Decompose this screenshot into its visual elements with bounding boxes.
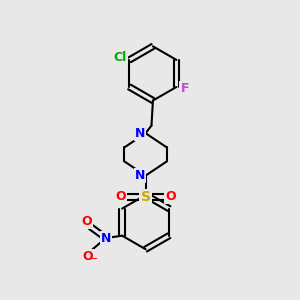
- Text: −: −: [89, 254, 98, 264]
- Text: N: N: [135, 127, 146, 140]
- Text: O: O: [82, 215, 92, 228]
- Text: F: F: [180, 82, 189, 95]
- Text: N: N: [135, 169, 146, 182]
- Text: N: N: [101, 232, 111, 244]
- Text: O: O: [165, 190, 175, 203]
- Text: O: O: [116, 190, 126, 203]
- Text: S: S: [141, 190, 151, 204]
- Text: Cl: Cl: [113, 51, 127, 64]
- Text: O: O: [82, 250, 93, 263]
